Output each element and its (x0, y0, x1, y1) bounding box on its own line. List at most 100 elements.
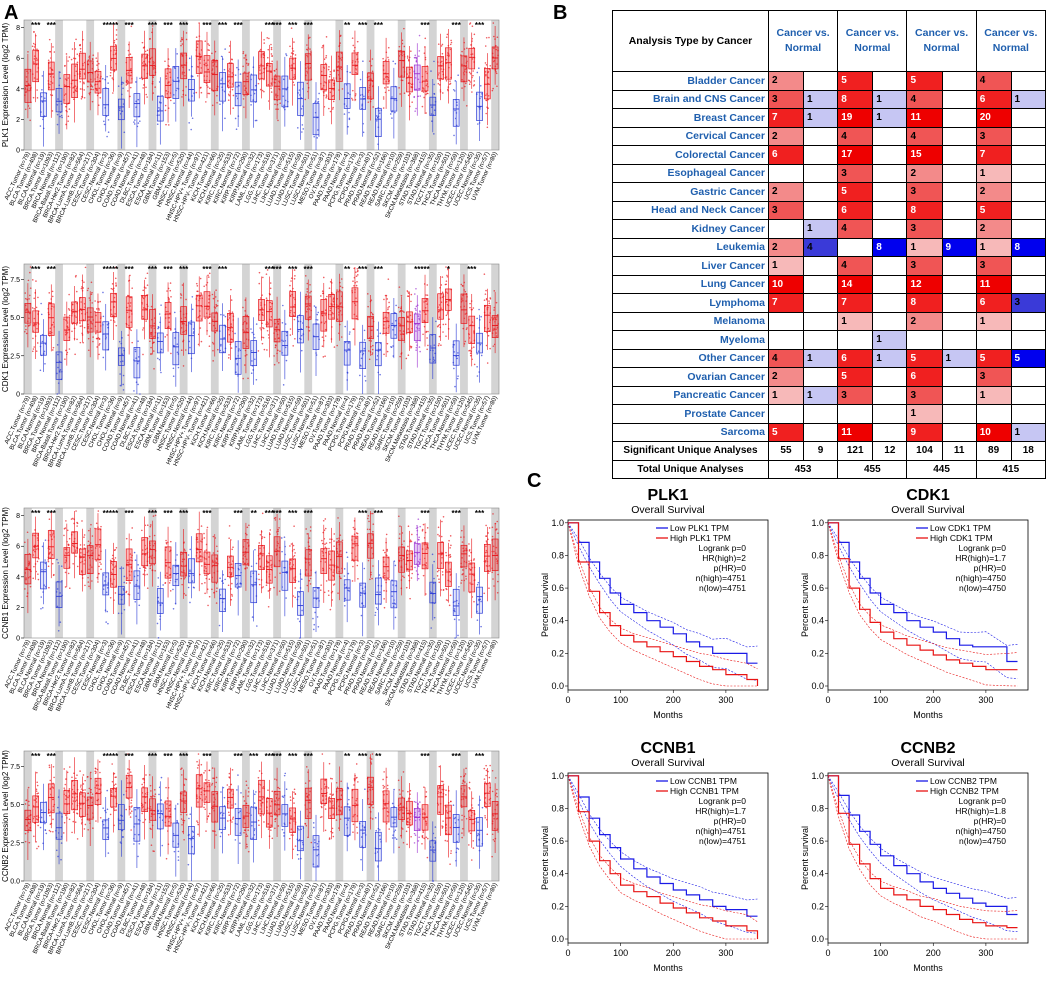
data-point (493, 585, 495, 587)
data-point (80, 784, 82, 786)
y-tick-label: 6 (16, 544, 20, 551)
data-point (476, 366, 478, 368)
data-point (330, 71, 332, 73)
y-tick-label: 8 (16, 513, 20, 520)
data-point (232, 546, 234, 548)
significance-star: *** (124, 265, 134, 274)
data-point (285, 53, 287, 55)
box-body (430, 97, 436, 115)
data-point (469, 72, 471, 74)
data-point (383, 549, 385, 551)
significance-star: *** (288, 265, 298, 274)
data-point (473, 601, 475, 603)
data-point (157, 123, 159, 125)
data-point (98, 510, 100, 512)
data-point (442, 92, 444, 94)
data-point (427, 527, 429, 529)
data-point (416, 347, 418, 349)
data-point (114, 40, 116, 42)
data-point (462, 573, 464, 575)
data-point (316, 314, 318, 316)
data-point (282, 305, 284, 307)
y-tick-label: 4 (16, 574, 20, 581)
data-point (267, 57, 269, 59)
box-body (259, 52, 265, 79)
data-point (228, 584, 230, 586)
data-point (115, 285, 117, 287)
data-point (324, 543, 326, 545)
data-point (125, 592, 127, 594)
data-point (320, 589, 322, 591)
box-body (368, 316, 374, 338)
data-point (386, 298, 388, 300)
data-point (492, 513, 494, 515)
data-point (165, 124, 167, 126)
data-point (96, 308, 98, 310)
data-point (326, 296, 328, 298)
data-point (352, 37, 354, 39)
data-point (306, 326, 308, 328)
data-point (219, 577, 221, 579)
box-body (48, 784, 54, 813)
data-point (266, 37, 268, 39)
data-point (492, 527, 494, 529)
y-axis-label: CCNB2 Expression Level (log2 TPM) (1, 750, 10, 882)
data-point (127, 295, 129, 297)
data-point (294, 319, 296, 321)
data-point (486, 37, 488, 39)
data-point (329, 76, 331, 78)
data-point (33, 43, 35, 45)
data-point (52, 563, 54, 565)
data-point (76, 774, 78, 776)
data-point (35, 280, 37, 282)
data-point (251, 565, 253, 567)
data-point (454, 386, 456, 388)
data-point (328, 590, 330, 592)
data-point (371, 65, 373, 67)
data-point (130, 330, 132, 332)
data-point (61, 115, 63, 117)
significance-star: ** (344, 265, 351, 274)
data-point (158, 327, 160, 329)
data-point (274, 576, 276, 578)
data-point (127, 83, 129, 85)
data-point (449, 547, 451, 549)
data-point (492, 90, 494, 92)
box-body (25, 810, 31, 830)
data-point (154, 86, 156, 88)
data-point (472, 70, 474, 72)
data-point (72, 563, 74, 565)
data-point (379, 574, 381, 576)
data-point (92, 86, 94, 88)
data-point (473, 85, 475, 87)
data-point (332, 108, 334, 110)
data-point (40, 369, 42, 371)
data-point (293, 50, 295, 52)
data-point (422, 106, 424, 108)
data-point (431, 120, 433, 122)
box-body (492, 316, 498, 338)
data-point (359, 375, 361, 377)
data-point (406, 570, 408, 572)
data-point (487, 126, 489, 128)
data-point (274, 104, 276, 106)
box-body (33, 311, 39, 332)
box-body (313, 103, 319, 134)
data-point (333, 77, 335, 79)
box-body (438, 542, 444, 568)
data-point (173, 608, 175, 610)
data-point (256, 563, 258, 565)
y-tick-label: 0 (16, 148, 20, 155)
box-body (313, 587, 319, 607)
data-point (246, 63, 248, 65)
data-point (326, 55, 328, 57)
data-point (454, 619, 456, 621)
box-body (41, 93, 47, 117)
data-point (326, 580, 328, 582)
data-point (442, 571, 444, 573)
data-point (42, 607, 44, 609)
box-body (33, 796, 39, 822)
data-point (115, 592, 117, 594)
data-point (419, 351, 421, 353)
data-point (353, 328, 355, 330)
